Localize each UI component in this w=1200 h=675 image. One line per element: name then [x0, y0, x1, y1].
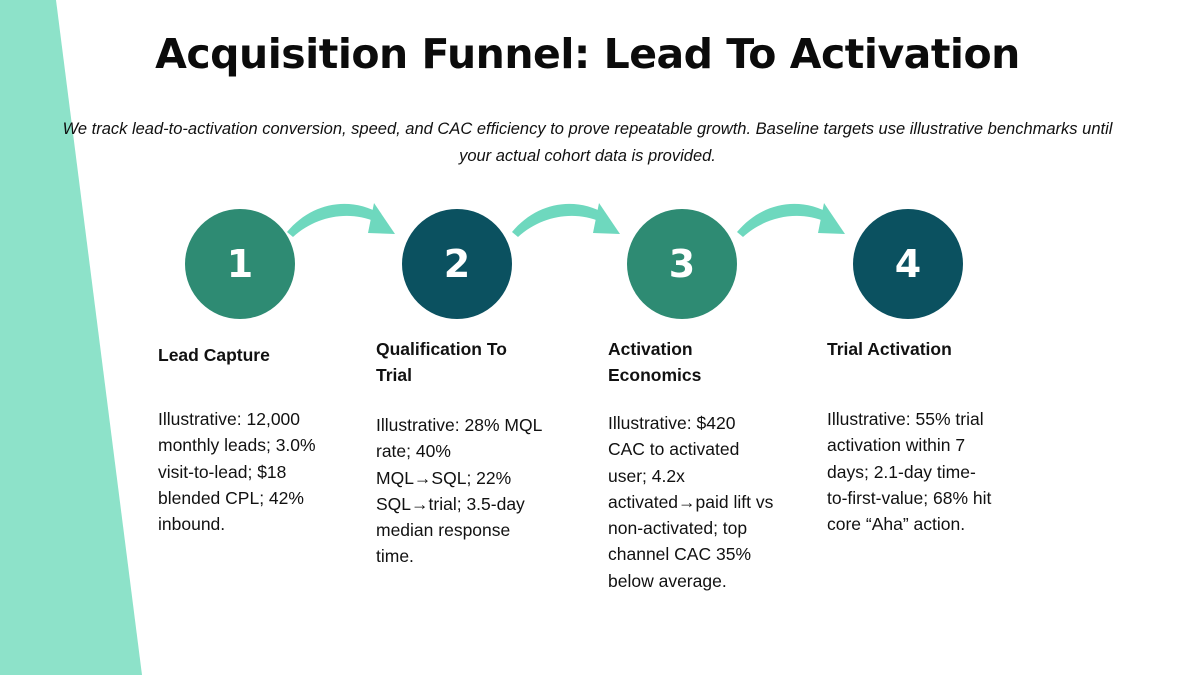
step-1-body: Illustrative: 12,000 monthly leads; 3.0%… [158, 409, 316, 535]
step-2-heading: Qualification To Trial [376, 339, 507, 385]
step-4-heading: Trial Activation [827, 339, 952, 359]
accent-band-shape [0, 0, 142, 675]
step-1-circle: 1 [185, 209, 295, 319]
step-1-heading: Lead Capture [158, 345, 270, 365]
step-4-number: 4 [894, 242, 922, 286]
step-4-circle: 4 [853, 209, 963, 319]
step-3-body: Illustrative: $420 CAC to activated user… [608, 413, 774, 591]
step-3-heading: Activation Economics [608, 339, 702, 385]
page-subtitle: We track lead-to-activation conversion, … [62, 120, 1113, 165]
page-title: Acquisition Funnel: Lead To Activation [155, 30, 1020, 78]
arrow-2-to-3 [512, 203, 620, 237]
step-3-circle: 3 [627, 209, 737, 319]
arrow-1-to-2 [287, 203, 395, 237]
step-1-number: 1 [226, 242, 254, 286]
step-2-body: Illustrative: 28% MQL rate; 40% MQL→SQL;… [376, 415, 542, 567]
step-4-body: Illustrative: 55% trial activation withi… [827, 409, 992, 535]
step-2-number: 2 [443, 242, 471, 286]
step-2-circle: 2 [402, 209, 512, 319]
arrow-3-to-4 [737, 203, 845, 237]
step-3-number: 3 [668, 242, 696, 286]
